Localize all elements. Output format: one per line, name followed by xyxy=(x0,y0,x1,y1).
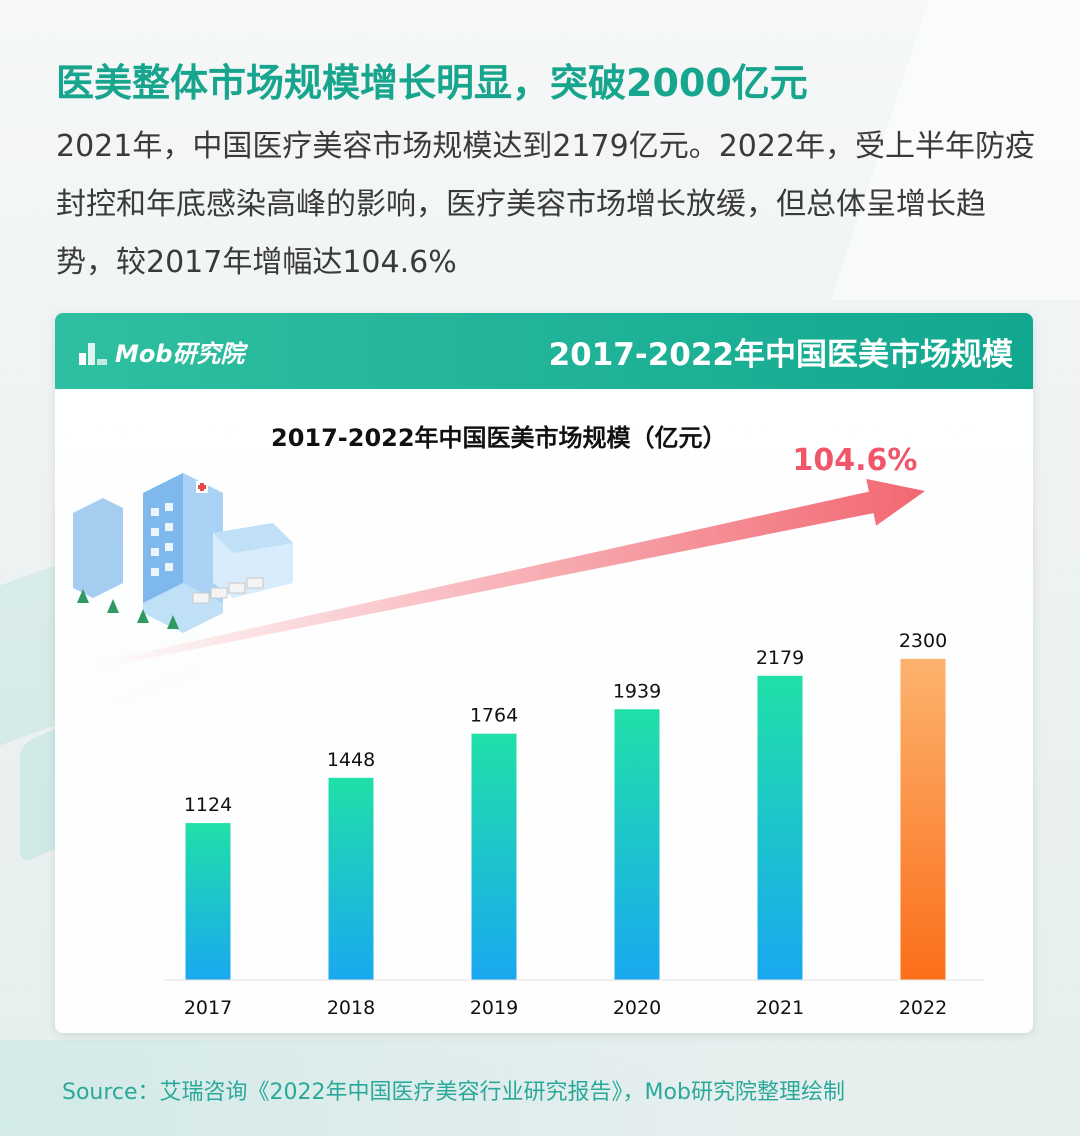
chart-title: 2017-2022年中国医美市场规模（亿元） xyxy=(271,424,727,452)
x-tick-label-2017: 2017 xyxy=(184,997,232,1019)
data-label-2022: 2300 xyxy=(899,630,947,652)
bar-2020 xyxy=(614,709,660,980)
mob-logo: Mob研究院 xyxy=(77,331,245,371)
x-tick-label-2020: 2020 xyxy=(613,997,661,1019)
x-tick-label-2022: 2022 xyxy=(899,997,947,1019)
bar-2022 xyxy=(900,658,946,980)
growth-arrow xyxy=(94,478,925,669)
card-header: Mob研究院 2017-2022年中国医美市场规模 xyxy=(55,313,1033,389)
growth-annotation: 104.6% xyxy=(793,443,918,478)
data-label-2017: 1124 xyxy=(184,794,232,816)
bar-chart: 104.6% 1124 2017 1448 2018 1764 2019 1939 2020 2… xyxy=(94,443,985,1019)
source-note: Source：艾瑞咨询《2022年中国医疗美容行业研究报告》，Mob研究院整理绘… xyxy=(62,1080,845,1105)
bar-2019 xyxy=(471,733,517,980)
bar-2018 xyxy=(328,777,374,980)
card-title: 2017-2022年中国医美市场规模 xyxy=(548,337,1013,373)
hospital-illustration xyxy=(73,473,293,633)
bar-2021 xyxy=(757,675,803,980)
intro-paragraph: 2021年，中国医疗美容市场规模达到2179亿元。2022年，受上半年防疫封控和… xyxy=(56,129,1036,280)
page-headline: 医美整体市场规模增长明显，突破2000亿元 xyxy=(56,61,808,105)
logo-text: Mob研究院 xyxy=(115,339,245,368)
data-label-2019: 1764 xyxy=(470,705,518,727)
bar-2017 xyxy=(185,823,231,980)
data-label-2021: 2179 xyxy=(756,647,804,669)
mob-logo-icon xyxy=(79,343,107,365)
data-label-2020: 1939 xyxy=(613,680,661,702)
x-tick-label-2021: 2021 xyxy=(756,997,804,1019)
chart-card: Mob研究院 2017-2022年中国医美市场规模 2017-2022年中国医美… xyxy=(55,313,1033,1033)
data-label-2018: 1448 xyxy=(327,749,375,771)
x-tick-label-2019: 2019 xyxy=(470,997,518,1019)
x-tick-label-2018: 2018 xyxy=(327,997,375,1019)
